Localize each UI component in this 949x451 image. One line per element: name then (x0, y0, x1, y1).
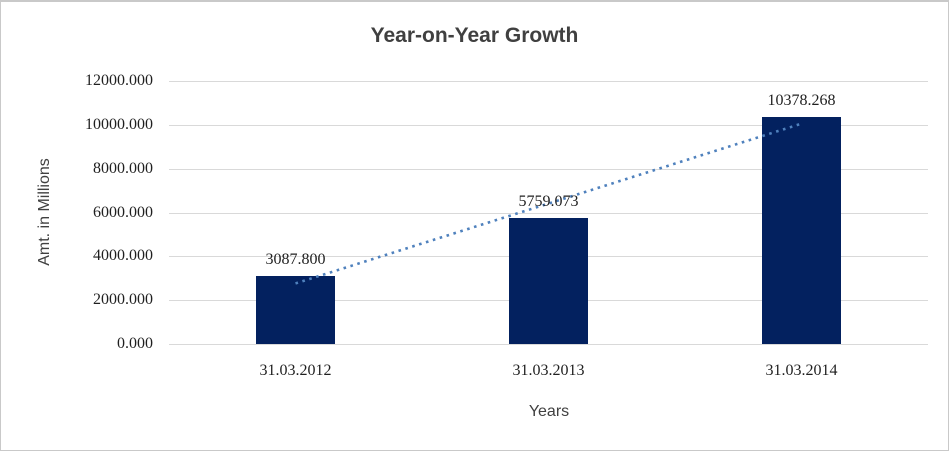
bar (762, 116, 841, 344)
bar-value-label: 5759.073 (518, 192, 579, 210)
x-tick-label: 31.03.2014 (765, 362, 838, 379)
plot-area: 3087.800 5759.073 10378.268 (169, 81, 928, 345)
y-tick-label: 12000.000 (85, 72, 153, 89)
x-tick-label: 31.03.2013 (512, 362, 585, 379)
bar-value-label: 3087.800 (265, 251, 326, 269)
y-tick-label: 4000.000 (93, 247, 153, 265)
y-tick-label: 8000.000 (93, 159, 153, 177)
bar-value-label: 10378.268 (767, 91, 836, 109)
y-tick-label: 0.000 (117, 335, 153, 352)
bar (256, 276, 335, 344)
x-tick-label: 31.03.2012 (259, 362, 332, 379)
bar (509, 217, 588, 344)
x-axis-title: Years (528, 403, 570, 420)
y-tick-label: 2000.000 (93, 291, 153, 309)
gridline (169, 81, 928, 82)
y-tick-label: 10000.000 (85, 115, 153, 133)
chart-title: Year-on-Year Growth (370, 24, 579, 47)
y-tick-label: 6000.000 (93, 203, 153, 221)
gridline (169, 344, 928, 345)
